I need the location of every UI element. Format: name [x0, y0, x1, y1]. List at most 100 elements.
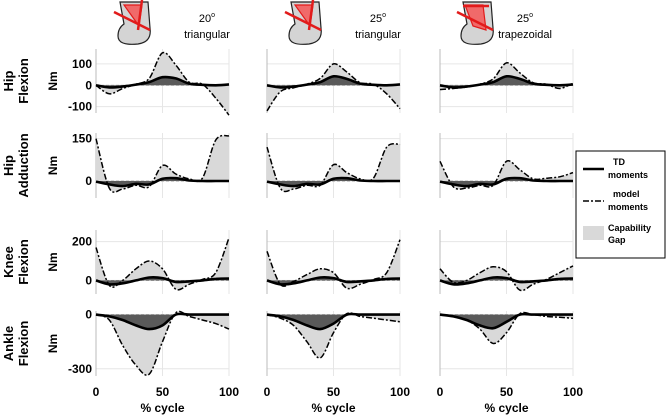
series-group-3-1 — [266, 312, 401, 359]
header-angle: 20o — [199, 12, 215, 25]
capability-gap-area — [267, 143, 400, 192]
series-group-2-2 — [439, 265, 574, 292]
td-moment-line — [266, 74, 401, 89]
x-axis-2: 0 50 100 % cycle — [437, 385, 584, 415]
x-tick-label: 0 — [264, 385, 271, 399]
capability-gap-area — [96, 311, 229, 376]
model-moment-line — [266, 312, 401, 359]
y-tick-label: -100 — [68, 100, 92, 114]
capability-gap-area — [440, 160, 573, 190]
x-tick-label: 50 — [500, 385, 514, 399]
td-moment-line — [439, 176, 573, 188]
row-label-0: Hip Flexion Nm — [1, 58, 60, 104]
series-group-3-0 — [95, 310, 230, 376]
legend-model-label: model — [613, 189, 640, 199]
cut-line-icon — [113, 10, 151, 32]
y-tick-label: 0 — [85, 174, 92, 188]
model-moment-line — [95, 51, 230, 116]
row-label-joint: Ankle — [1, 326, 16, 361]
legend-td-label: TD — [613, 157, 625, 167]
x-tick-label: 50 — [327, 385, 341, 399]
model-moment-line — [95, 310, 230, 376]
capability-gap-area — [267, 312, 400, 359]
series-group-0-1 — [266, 63, 401, 112]
header-shape: triangular — [184, 29, 230, 41]
cut-vertical-line-icon — [307, 0, 315, 31]
td-moment-line — [95, 312, 229, 331]
model-moment-line — [439, 62, 574, 91]
row-label-joint: Hip — [1, 70, 16, 91]
header-angle: 25o — [517, 12, 533, 25]
td-moment-area — [267, 313, 400, 330]
model-moment-line — [95, 134, 230, 193]
td-moment-line — [439, 276, 574, 286]
legend-gap-label-2: Gap — [608, 235, 626, 245]
y-tick-label: -300 — [68, 362, 92, 376]
legend: TD moments model moments Capability Gap — [575, 150, 666, 259]
x-tick-label: 0 — [437, 385, 444, 399]
y-axis-unit: Nm — [46, 71, 60, 90]
row-label-joint: Hip — [1, 155, 16, 176]
model-moment-line — [439, 311, 574, 345]
y-axis-unit: Nm — [46, 156, 60, 175]
legend-gap-label: Capability — [608, 223, 651, 233]
td-moment-line — [439, 312, 573, 330]
td-moment-line — [95, 276, 230, 286]
x-tick-label: 100 — [219, 385, 239, 399]
legend-gap-swatch — [583, 226, 604, 240]
model-moment-line — [439, 160, 574, 190]
td-moment-line — [439, 74, 574, 89]
x-tick-label: 100 — [390, 385, 410, 399]
td-moment-line — [266, 176, 400, 188]
td-moment-line — [95, 176, 229, 188]
series-group-0-0 — [95, 51, 230, 116]
row-label-motion: Flexion — [16, 321, 31, 367]
legend-td-label-2: moments — [608, 170, 648, 180]
row-label-motion: Adduction — [16, 133, 31, 197]
cut-vertical-line-icon — [136, 0, 144, 31]
series-group-0-2 — [439, 62, 574, 91]
cut-line-icon — [456, 10, 494, 32]
capability-gap-area — [440, 312, 573, 344]
x-axis-1: 0 50 100 % cycle — [264, 385, 411, 415]
series-group-1-1 — [266, 143, 401, 193]
row-label-3: Ankle Flexion Nm — [1, 321, 60, 367]
row-label-motion: Flexion — [16, 58, 31, 104]
x-axis-label: % cycle — [311, 401, 355, 415]
capability-gap-area — [96, 52, 229, 116]
x-tick-label: 50 — [156, 385, 170, 399]
x-axis-label: % cycle — [140, 401, 184, 415]
td-moment-line — [266, 312, 400, 331]
y-tick-label: 200 — [72, 235, 92, 249]
td-moment-line — [266, 276, 401, 286]
header-angle: 25o — [370, 12, 386, 25]
y-tick-label: 100 — [72, 57, 92, 71]
series-group-2-0 — [95, 237, 230, 291]
header-shape: trapezoidal — [498, 29, 552, 41]
y-tick-label: 0 — [85, 78, 92, 92]
legend-model-label-2: moments — [608, 202, 648, 212]
y-axis-unit: Nm — [46, 334, 60, 353]
row-label-motion: Flexion — [16, 239, 31, 285]
capability-gap-area — [96, 237, 229, 290]
row-label-joint: Knee — [1, 246, 16, 278]
td-moment-area — [96, 313, 229, 330]
y-tick-label: 150 — [72, 132, 92, 146]
column-header-2: 25o trapezoidal — [456, 1, 552, 45]
cut-line-icon — [284, 10, 322, 32]
model-moment-line — [439, 265, 574, 292]
row-label-2: Knee Flexion Nm — [1, 239, 60, 285]
y-tick-label: 0 — [85, 273, 92, 287]
x-axis-label: % cycle — [484, 401, 528, 415]
row-label-1: Hip Adduction Nm — [1, 133, 60, 197]
x-tick-label: 100 — [563, 385, 583, 399]
column-header-1: 25o triangular — [284, 0, 401, 45]
td-moment-line — [95, 75, 230, 89]
model-moment-line — [266, 239, 401, 290]
x-tick-label: 0 — [93, 385, 100, 399]
series-group-1-0 — [95, 134, 230, 193]
header-shape: triangular — [355, 29, 401, 41]
column-header-0: 20o triangular — [113, 0, 230, 45]
